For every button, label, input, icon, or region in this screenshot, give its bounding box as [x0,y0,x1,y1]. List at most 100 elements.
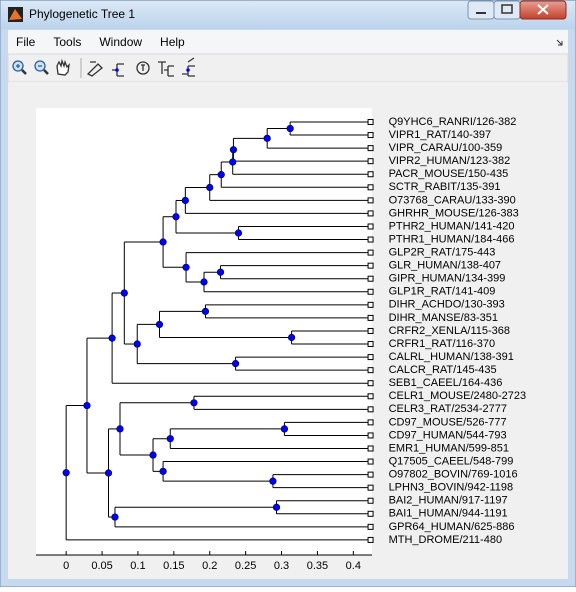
leaf-label: CD97_MOUSE/526-777 [389,416,507,428]
node [182,263,190,271]
dock-arrow[interactable] [556,39,563,46]
leaf-label: GHRHR_MOUSE/126-383 [389,207,519,219]
menu-item[interactable]: Help [160,35,185,49]
leaf-marker [367,510,374,517]
node [287,333,296,342]
x-tick-label: 0.2 [202,560,217,572]
leaf-label: CALRL_HUMAN/138-391 [389,351,514,363]
node [116,425,124,433]
leaf-label: VIPR2_HUMAN/123-382 [389,155,511,167]
node [263,134,271,142]
node [200,278,208,286]
leaf-label: MTH_DROME/211-480 [389,534,503,546]
leaf-marker [367,484,374,491]
leaf-label: GLR_HUMAN/138-407 [389,260,502,272]
menu-bar [8,30,568,54]
x-tick-label: 0.4 [346,560,361,572]
node [206,183,214,192]
node [231,360,240,368]
leaf-label: SEB1_CAEEL/164-436 [389,377,503,389]
leaf-marker [367,432,374,439]
leaf-label: CRFR2_XENLA/115-368 [389,325,510,337]
node [62,469,70,477]
leaf-marker [367,367,374,374]
node [234,229,243,237]
node [286,124,294,133]
leaf-marker [367,132,374,139]
node [120,289,128,297]
node [269,477,277,485]
leaf-label: CRFR1_RAT/116-370 [389,338,496,350]
menu-item[interactable]: Tools [53,35,81,49]
node [133,340,141,348]
zoom-in-button[interactable] [12,60,27,75]
minimize-button[interactable] [467,0,495,20]
inspect-button[interactable] [86,61,103,77]
rename-button[interactable] [158,61,174,77]
node [108,334,116,342]
collapse-button[interactable] [112,63,124,77]
leaf-marker [367,341,374,348]
app-icon [8,7,23,22]
x-tick-label: 0.25 [235,560,256,572]
leaf-label: GPR64_HUMAN/625-886 [389,521,515,533]
leaf-marker [367,301,374,308]
zoom-out-button[interactable] [34,60,49,75]
leaf-marker [367,380,374,387]
node [155,320,164,329]
prune-button[interactable] [182,57,195,77]
leaf-marker [367,458,374,465]
leaf-label: PTHR2_HUMAN/141-420 [389,220,515,232]
leaf-label: DIHR_ACHDO/130-393 [389,299,505,311]
leaf-label: VIPR_CARAU/100-359 [389,142,503,154]
leaf-marker [367,236,374,243]
maximize-button[interactable] [493,0,521,20]
leaf-label: PTHR1_HUMAN/184-466 [389,233,515,245]
pan-button[interactable] [56,58,70,76]
leaf-marker [367,119,374,125]
leaf-marker [367,536,374,543]
node [280,425,289,433]
node [190,399,198,407]
leaf-label: O97802_BOVIN/769-1016 [389,469,518,481]
menu-item[interactable]: Window [99,35,142,49]
leaf-marker [367,158,374,165]
leaf-marker [367,393,374,400]
node [217,171,225,179]
node [216,268,225,276]
leaf-marker [367,184,374,191]
leaf-marker [367,262,374,269]
axes [36,108,372,555]
leaf-label: BAI2_HUMAN/917-1197 [389,495,508,507]
leaf-marker [367,145,374,152]
leaf-marker [367,497,374,504]
leaf-label: LPHN3_BOVIN/942-1198 [389,482,514,494]
leaf-label: CELR3_RAT/2534-2777 [389,403,507,415]
leaf-marker [367,523,374,530]
node [181,196,189,205]
menu-item[interactable]: File [16,35,36,49]
leaf-label: CELR1_MOUSE/2480-2723 [389,390,527,402]
leaf-label: DIHR_MANSE/83-351 [389,312,498,324]
x-tick-label: 0.3 [274,560,289,572]
x-tick-label: 0.05 [91,560,112,572]
leaf-marker [367,314,374,321]
x-tick-label: 0.15 [163,560,184,572]
leaf-marker [367,171,374,178]
leaf-marker [367,197,374,204]
node [166,435,174,443]
leaf-marker [367,327,374,334]
rotate-button[interactable] [136,61,150,75]
leaf-marker [367,471,374,478]
leaf-marker [367,354,374,361]
x-tick-label: 0.35 [307,560,328,572]
node [149,451,157,459]
node [201,307,210,315]
leaf-label: GIPR_HUMAN/134-399 [389,273,506,285]
leaf-marker [367,288,374,295]
leaf-label: BAI1_HUMAN/944-1191 [389,508,508,520]
leaf-label: PACR_MOUSE/150-435 [389,168,509,180]
node [159,238,167,246]
node [272,503,281,511]
